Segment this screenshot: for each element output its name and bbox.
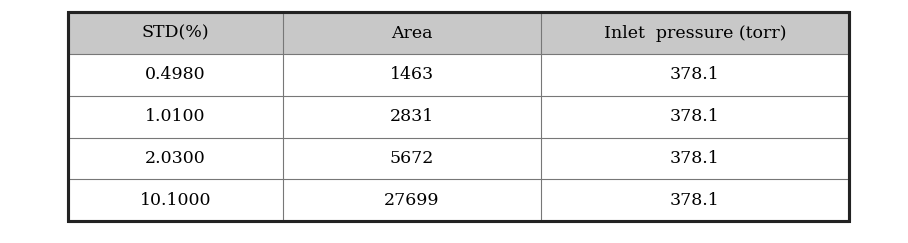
Text: 2.0300: 2.0300 (145, 150, 206, 167)
Text: 1.0100: 1.0100 (145, 108, 206, 125)
Text: 378.1: 378.1 (670, 66, 720, 83)
Text: 5672: 5672 (390, 150, 434, 167)
Text: 0.4980: 0.4980 (145, 66, 206, 83)
Text: 2831: 2831 (390, 108, 434, 125)
Text: 378.1: 378.1 (670, 108, 720, 125)
Text: 378.1: 378.1 (670, 150, 720, 167)
Text: Inlet  pressure (torr): Inlet pressure (torr) (604, 25, 786, 42)
Text: Area: Area (391, 25, 432, 42)
Text: 10.1000: 10.1000 (140, 192, 212, 209)
Text: 27699: 27699 (384, 192, 439, 209)
Text: 378.1: 378.1 (670, 192, 720, 209)
Text: 1463: 1463 (390, 66, 434, 83)
Text: STD(%): STD(%) (142, 25, 209, 42)
